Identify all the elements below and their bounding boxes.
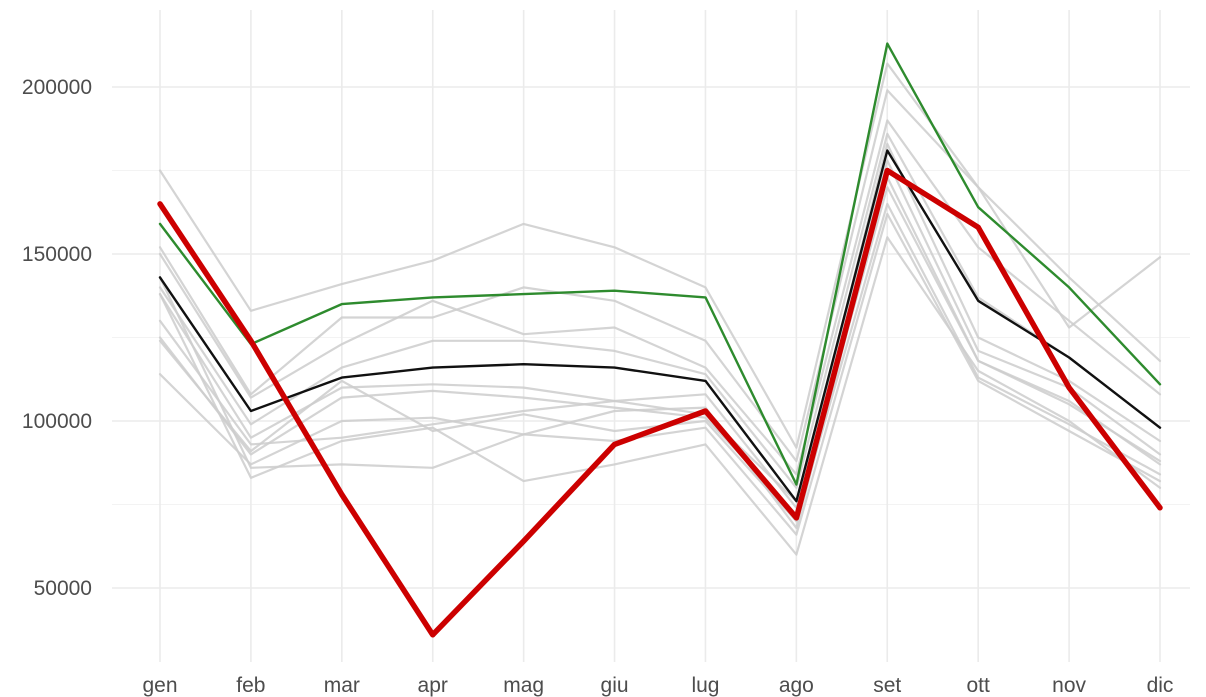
series-line-background (158, 62, 1162, 449)
x-tick-label: dic (1147, 674, 1174, 697)
x-tick-label: feb (236, 674, 265, 697)
y-tick-label: 150000 (22, 243, 92, 266)
x-tick-label: mag (503, 674, 544, 697)
x-tick-label: nov (1052, 674, 1086, 697)
series-line-highlight (158, 42, 1162, 486)
y-axis: 50000 100000 150000 200000 (22, 76, 92, 600)
x-tick-label: lug (691, 674, 719, 697)
series-line-background (158, 159, 1162, 503)
x-tick-label: ott (967, 674, 991, 697)
y-tick-label: 50000 (34, 577, 92, 600)
x-tick-label: gen (142, 674, 177, 697)
series-line-highlight (157, 167, 1163, 638)
series-line-background (158, 142, 1162, 509)
series-line-highlight (158, 149, 1162, 503)
x-tick-label: apr (418, 674, 448, 697)
series-line-background (158, 89, 1162, 463)
y-tick-label: 100000 (22, 410, 92, 433)
grid-lines (112, 10, 1190, 662)
series-line-background (158, 212, 1162, 536)
x-tick-label: giu (601, 674, 629, 697)
series-lines (157, 42, 1163, 638)
x-axis: gen feb mar apr mag giu lug ago set ott nov dic (142, 674, 1173, 697)
x-tick-label: mar (324, 674, 360, 697)
x-tick-label: set (873, 674, 901, 697)
series-line-background (158, 236, 1162, 556)
x-tick-label: ago (779, 674, 814, 697)
y-tick-label: 200000 (22, 76, 92, 99)
series-line-background (158, 132, 1162, 489)
